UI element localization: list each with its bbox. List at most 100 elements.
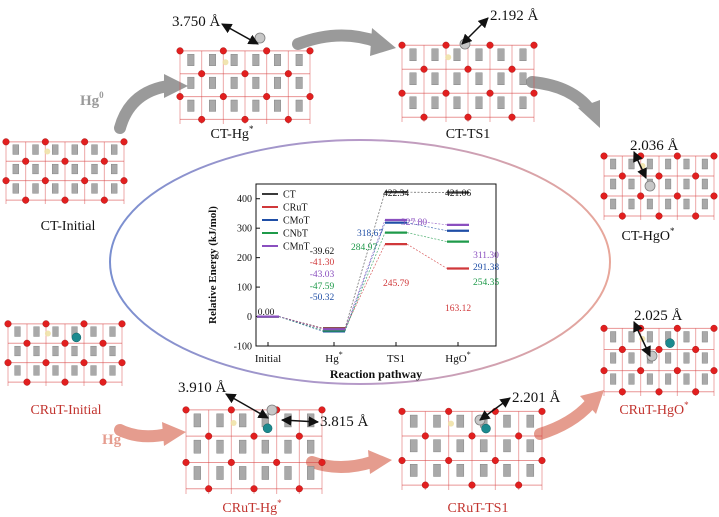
label-ct-ts1: CT-TS1 (446, 127, 491, 142)
o-atom (618, 212, 626, 220)
o-atom (692, 388, 700, 396)
value-label-crut: 163.12 (445, 304, 471, 314)
o-atom (22, 196, 30, 204)
ti-atom (433, 414, 441, 428)
ti-atom (295, 99, 303, 112)
ti-atom (187, 76, 195, 89)
ti-atom (274, 54, 281, 66)
ti-atom (665, 373, 672, 385)
o-atom (205, 432, 213, 440)
arrow-head-cru-hgo (580, 390, 604, 414)
distance-arrow-ct-hg (221, 23, 259, 45)
arrow-ct-ts1-to-hgo (526, 76, 596, 116)
o-atom (284, 115, 292, 123)
ti-atom (646, 331, 653, 343)
ti-atom (610, 198, 617, 210)
ti-atom (683, 373, 690, 385)
value-label-cmnt: 327.80 (401, 218, 427, 228)
ti-atom (519, 72, 527, 86)
o-atom (263, 93, 271, 101)
value-label-ct: 0.00 (258, 308, 275, 318)
chart-axis-group: -100 0 100 200 300 400 Initial Hg* TS1 HgO* (234, 194, 471, 365)
o-atom (22, 157, 30, 165)
ti-atom (453, 48, 461, 61)
value-label-cmnt: -43.03 (310, 270, 335, 280)
o-atom (468, 432, 476, 440)
chart-energy-levels (257, 191, 469, 333)
o-atom (538, 457, 546, 465)
ti-atom (409, 72, 417, 86)
hg-atom (266, 404, 278, 416)
label-cru-hg: CRuT-Hg* (222, 498, 282, 516)
ti-atom (14, 365, 21, 376)
ti-atom (209, 99, 216, 112)
ti-atom (701, 178, 708, 190)
ti-atom (252, 76, 260, 89)
o-atom (176, 47, 184, 55)
o-atom (23, 378, 31, 386)
ti-atom (431, 96, 439, 110)
value-label-ct: 422.34 (383, 189, 409, 199)
ti-atom (90, 345, 97, 357)
distance-ct-hg: 3.750 Å (172, 14, 221, 30)
o-atom (692, 345, 700, 353)
ti-atom (187, 54, 195, 66)
o-atom (637, 367, 645, 375)
ti-atom (252, 54, 260, 66)
label-ct-initial: CT-Initial (41, 219, 96, 234)
ti-atom (91, 183, 98, 194)
distance-cru-hg-a: 3.910 Å (178, 380, 227, 396)
ti-atom (52, 144, 59, 155)
chart-connector-lines (278, 191, 448, 332)
ti-atom (193, 466, 201, 480)
ti-atom (216, 413, 224, 428)
o-atom (4, 359, 12, 367)
x-tick-label: Hg* (325, 350, 342, 365)
ti-atom (32, 163, 39, 175)
ti-atom (71, 163, 78, 175)
ti-atom (431, 48, 439, 61)
o-atom (318, 458, 326, 466)
o-atom (41, 177, 49, 185)
ti-atom (409, 414, 418, 428)
dopant-site (230, 420, 237, 427)
o-atom (120, 177, 128, 185)
ti-atom (456, 414, 465, 428)
arrow-head-ct-ts1 (370, 28, 396, 56)
ti-atom (216, 439, 224, 454)
ti-atom (683, 158, 690, 170)
ti-atom (610, 158, 617, 170)
legend-label-cmnt: CMnT (283, 242, 310, 253)
ti-atom (431, 72, 439, 86)
label-cru-hgo: CRuT-HgO* (619, 400, 689, 418)
o-atom (99, 378, 107, 386)
dopant-site (445, 54, 452, 61)
ti-atom (628, 158, 635, 170)
ti-atom (610, 352, 617, 364)
arrow-head-ct-hg (164, 74, 188, 98)
o-atom (692, 172, 700, 180)
o-atom (219, 93, 227, 101)
ti-atom (71, 345, 78, 357)
value-label-cnbt: 284.97 (351, 243, 377, 253)
o-atom (468, 481, 476, 489)
ti-atom (503, 464, 511, 477)
ti-atom (409, 439, 418, 453)
ti-atom (628, 373, 635, 385)
o-atom (710, 192, 718, 200)
value-label-ct: 421.06 (445, 189, 471, 199)
o-atom (398, 457, 406, 465)
central-ellipse (109, 139, 611, 385)
ti-atom (109, 326, 116, 337)
ti-atom (701, 158, 708, 170)
y-tick-label: 0 (247, 312, 252, 323)
o-atom (655, 212, 663, 220)
o-atom (530, 41, 538, 49)
o-atom (508, 65, 516, 73)
arrow-head-ct-hgo (578, 100, 600, 128)
ti-atom (433, 464, 441, 477)
structure-cru-initial (4, 320, 126, 386)
o-atom (118, 320, 126, 328)
ti-atom (284, 439, 292, 454)
